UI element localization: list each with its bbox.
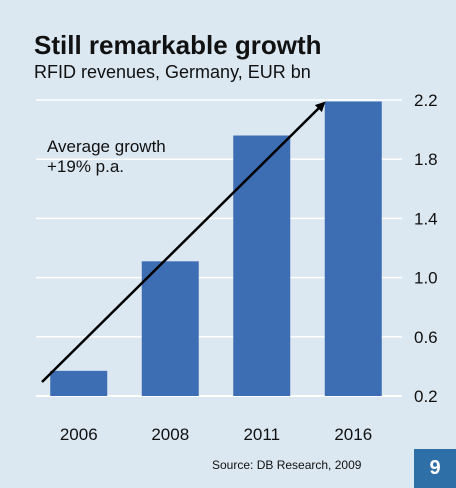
annotation-line-1: Average growth xyxy=(47,137,166,156)
y-tick-label: 0.2 xyxy=(414,387,438,406)
annotation-line-2: +19% p.a. xyxy=(47,157,124,176)
x-tick-label: 2006 xyxy=(60,425,98,444)
x-tick-label: 2016 xyxy=(334,425,372,444)
source-note: Source: DB Research, 2009 xyxy=(212,458,362,472)
growth-arrow xyxy=(41,101,326,383)
page-number-badge: 9 xyxy=(414,449,456,488)
bar-2006 xyxy=(50,370,108,396)
x-tick-label: 2008 xyxy=(151,425,189,444)
y-tick-label: 0.6 xyxy=(414,328,438,347)
chart-subtitle: RFID revenues, Germany, EUR bn xyxy=(34,62,311,82)
y-tick-label: 1.8 xyxy=(414,150,438,169)
x-tick-label: 2011 xyxy=(243,425,280,444)
bar-2008 xyxy=(141,261,199,396)
y-tick-label: 1.0 xyxy=(414,269,438,288)
y-tick-label: 1.4 xyxy=(414,209,438,228)
chart-title: Still remarkable growth xyxy=(34,30,322,60)
y-tick-label: 2.2 xyxy=(414,91,438,110)
bar-2011 xyxy=(233,135,291,396)
bar-2016 xyxy=(324,101,382,396)
